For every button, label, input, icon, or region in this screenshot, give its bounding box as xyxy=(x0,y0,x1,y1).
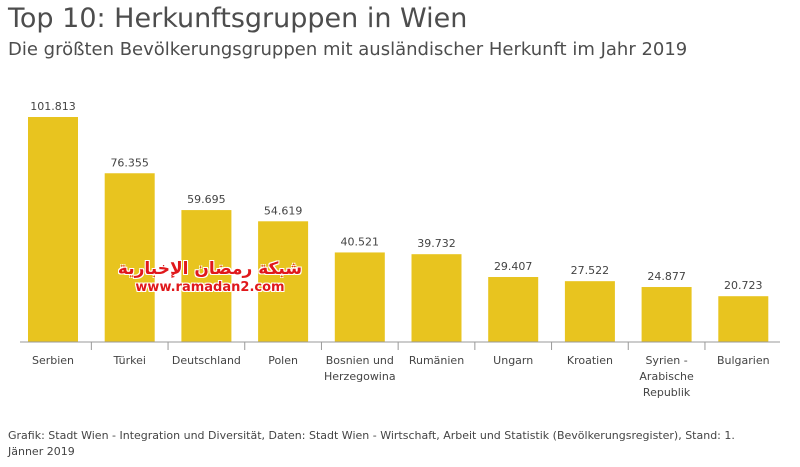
category-label-1: Serbien xyxy=(32,354,74,367)
bar-4 xyxy=(258,221,309,342)
category-label-4: Polen xyxy=(268,354,298,367)
value-label-1: 101.813 xyxy=(30,100,76,113)
bar-3 xyxy=(181,210,232,342)
value-label-5: 40.521 xyxy=(341,235,380,248)
value-label-8: 27.522 xyxy=(571,264,610,277)
bar-7 xyxy=(488,277,539,342)
bar-chart: 101.813 Serbien 76.355 Türkei 59.695 Deutschl… xyxy=(20,100,780,399)
category-label-9: Syrien -Arabische Republik xyxy=(639,354,694,399)
value-label-4: 54.619 xyxy=(264,204,303,217)
bar-6 xyxy=(411,254,462,342)
value-label-10: 20.723 xyxy=(724,279,763,292)
value-label-9: 24.877 xyxy=(647,270,686,283)
bar-8 xyxy=(564,281,615,342)
watermark-url: www.ramadan2.com xyxy=(135,280,285,295)
category-label-6: Rumänien xyxy=(409,354,464,367)
bar-10 xyxy=(718,296,769,342)
bar-5 xyxy=(334,252,385,342)
category-label-7: Ungarn xyxy=(493,354,533,367)
value-label-3: 59.695 xyxy=(187,193,226,206)
category-label-10: Bulgarien xyxy=(717,354,770,367)
watermark: شبكة رمضان الإخبارية www.ramadan2.com xyxy=(112,258,308,296)
value-label-6: 39.732 xyxy=(417,237,456,250)
category-label-8: Kroatien xyxy=(567,354,613,367)
value-label-2: 76.355 xyxy=(110,156,149,169)
chart-title: Top 10: Herkunftsgruppen in Wien xyxy=(8,3,468,34)
bar-1 xyxy=(28,117,78,342)
category-label-5: Bosnien und Herzegowina xyxy=(324,354,396,383)
value-label-7: 29.407 xyxy=(494,260,533,273)
watermark-title: شبكة رمضان الإخبارية xyxy=(117,259,303,279)
chart-subtitle: Die größten Bevölkerungsgruppen mit ausl… xyxy=(8,39,688,60)
bar-9 xyxy=(641,287,692,342)
bar-2 xyxy=(104,173,155,342)
source-footnote: Grafik: Stadt Wien - Integration und Div… xyxy=(8,429,735,458)
category-label-2: Türkei xyxy=(112,354,146,367)
category-label-3: Deutschland xyxy=(172,354,241,367)
